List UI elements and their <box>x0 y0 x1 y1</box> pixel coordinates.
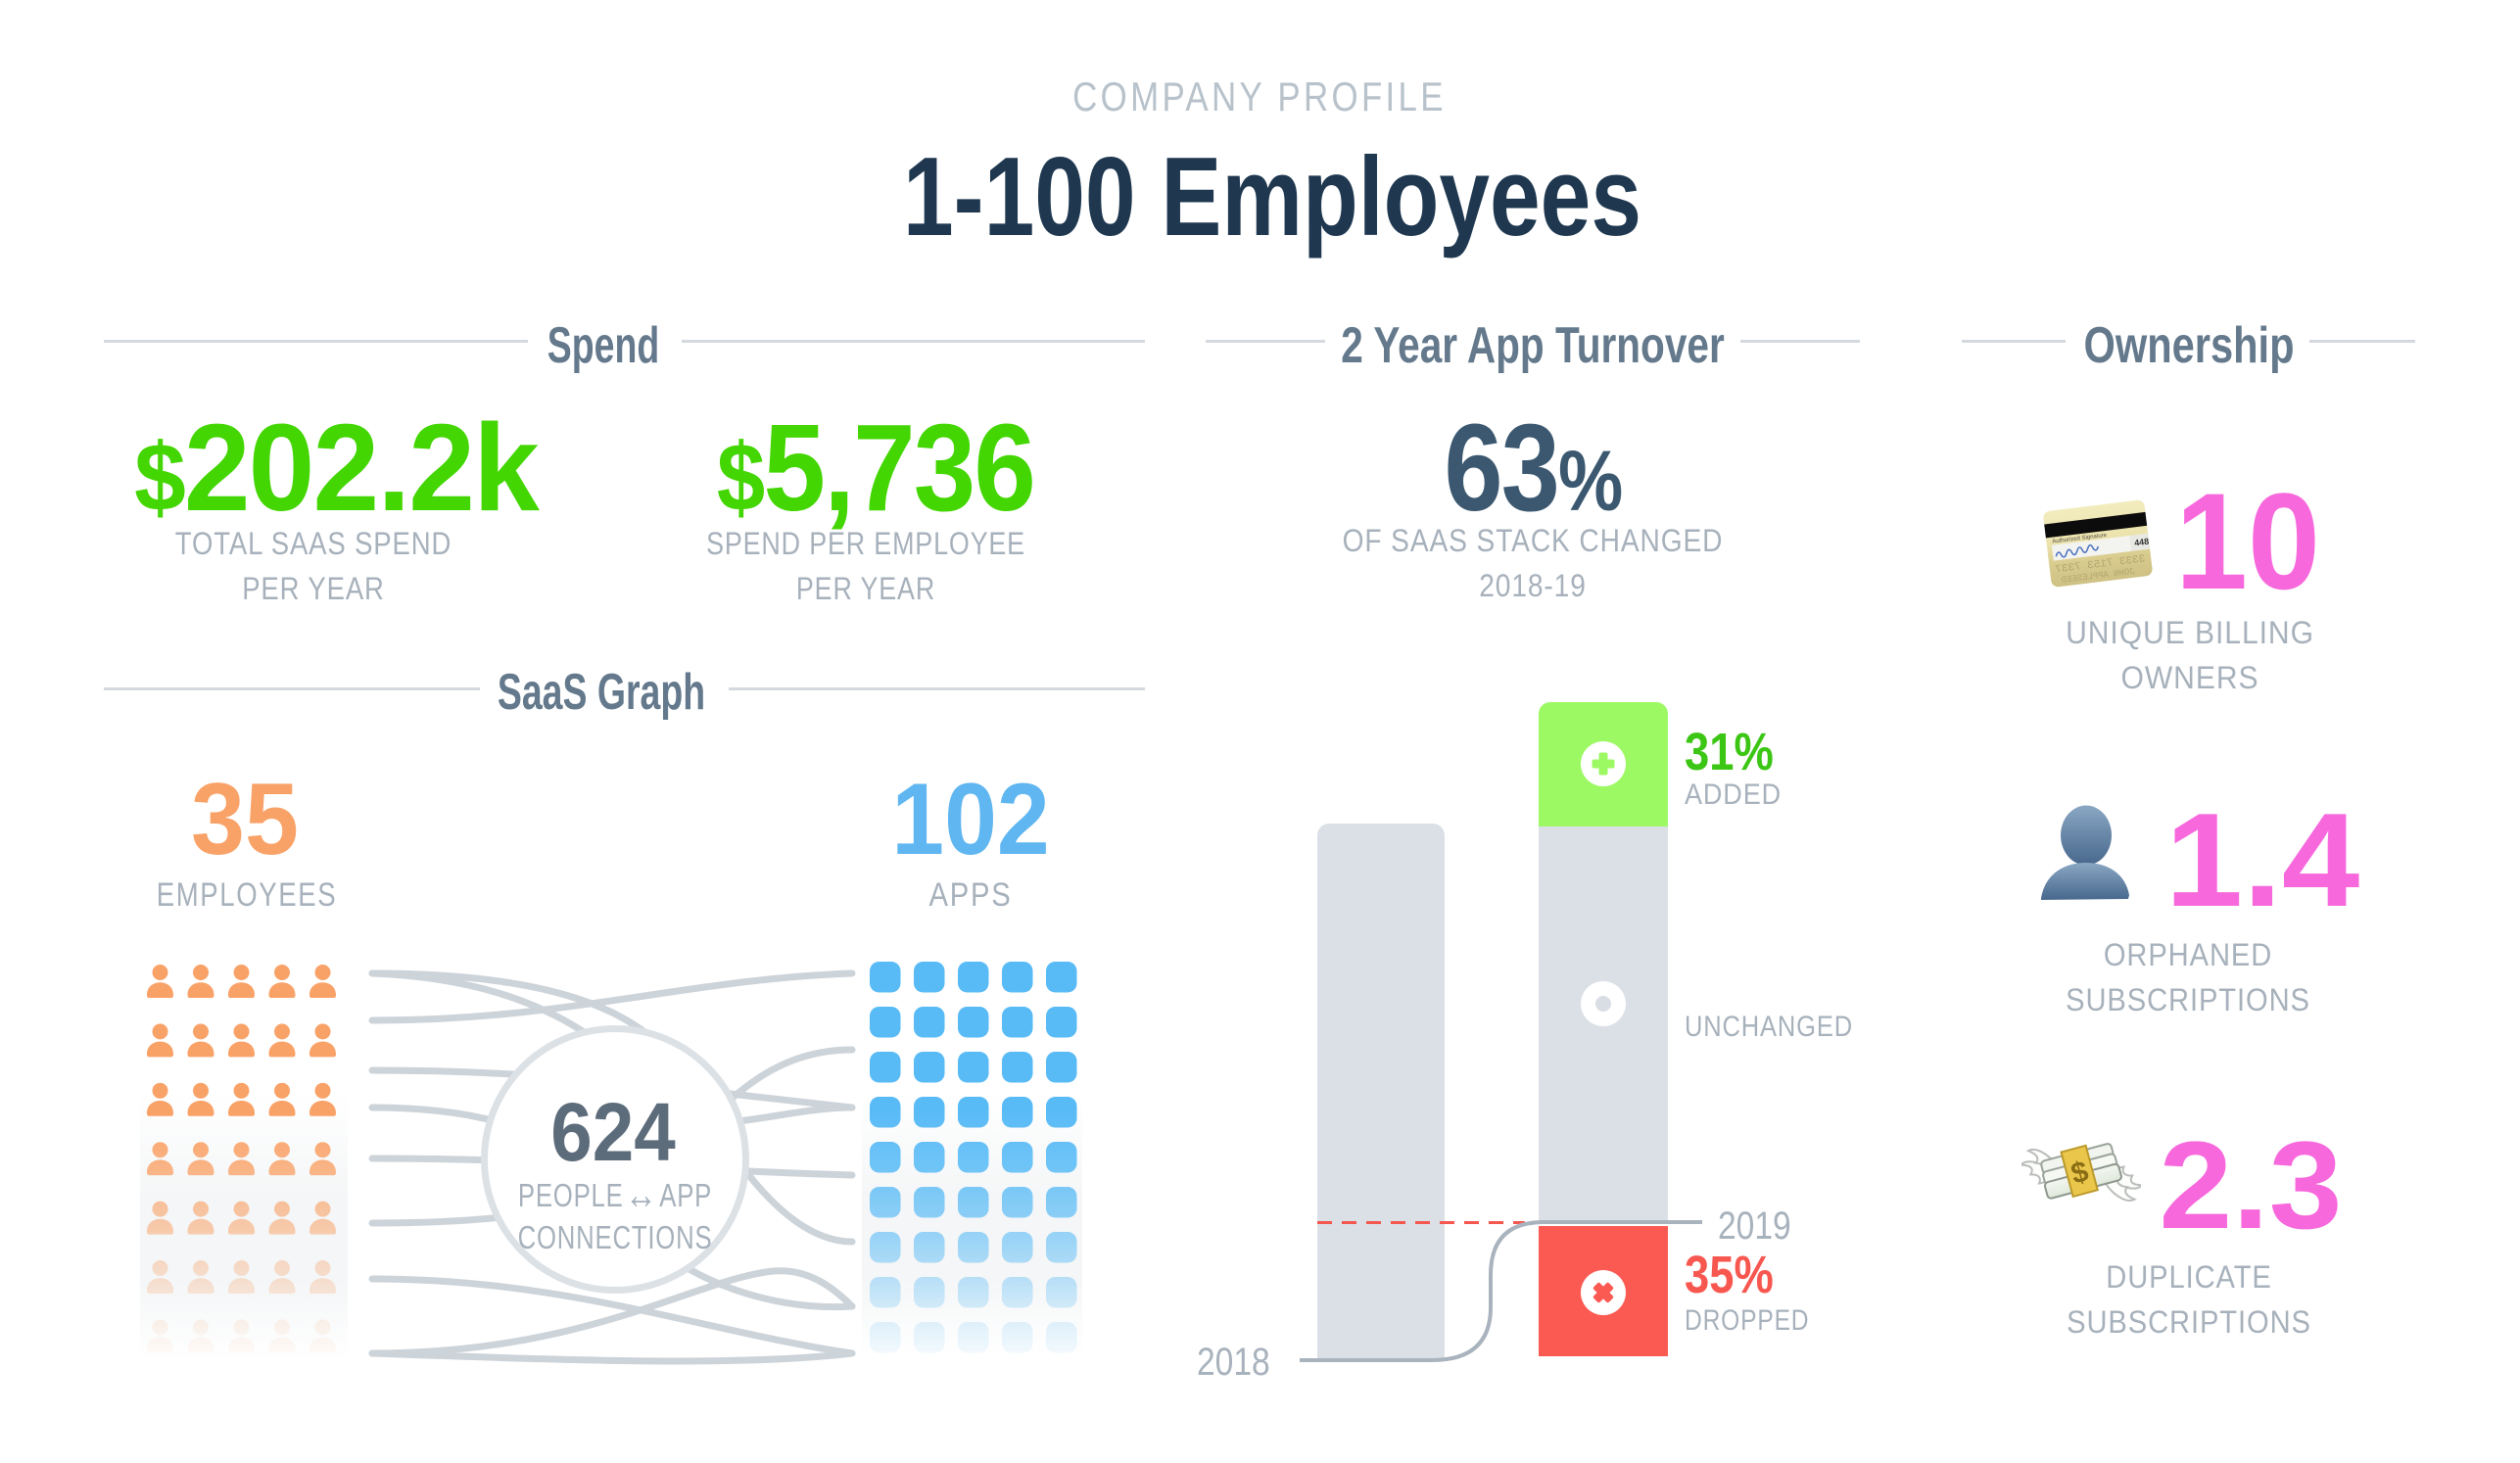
svg-text:448: 448 <box>2134 537 2150 548</box>
